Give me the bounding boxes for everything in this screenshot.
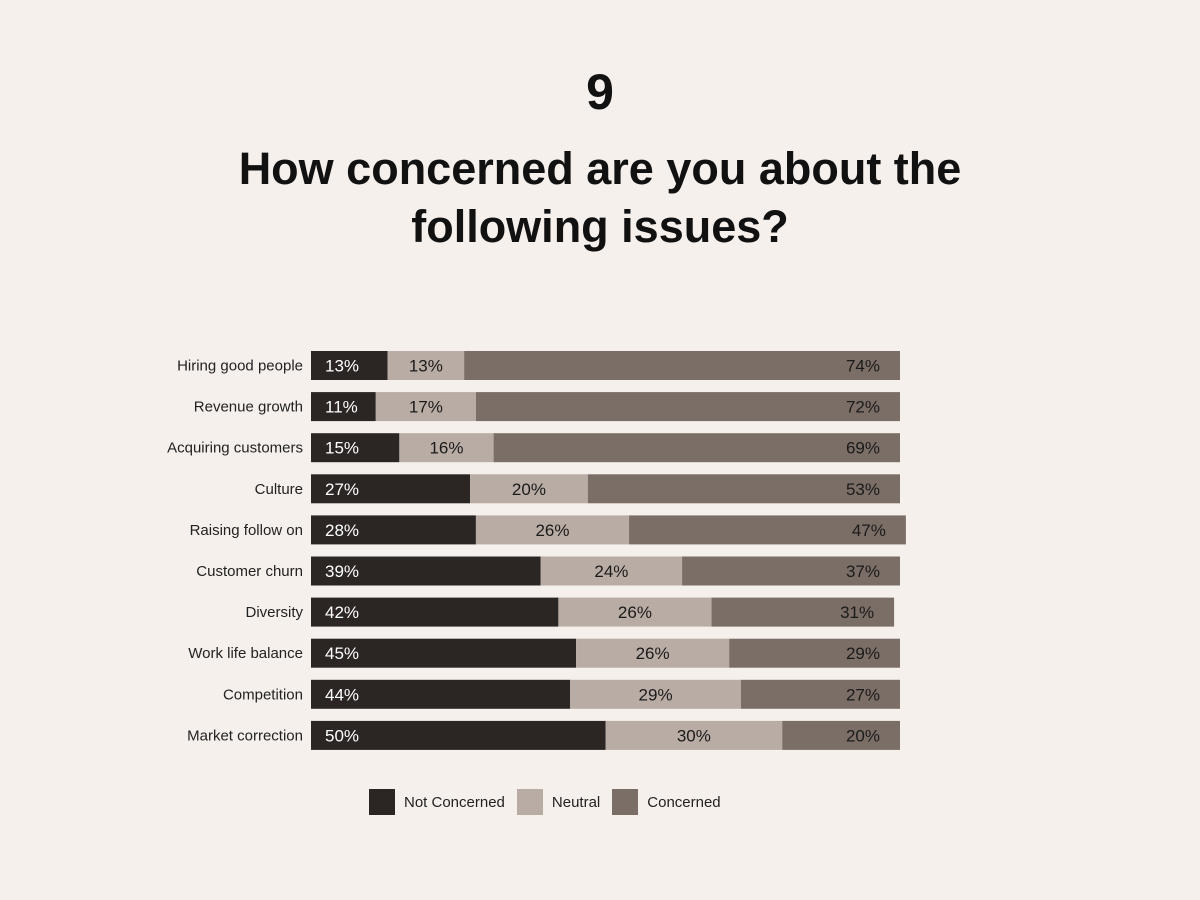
bar-segment-neutral	[399, 433, 494, 463]
data-label-concerned: 27%	[846, 685, 880, 704]
legend-swatch-concerned	[612, 789, 639, 815]
data-label-not-concerned: 39%	[325, 562, 359, 581]
legend-swatch-neutral	[516, 789, 543, 815]
data-label-neutral: 29%	[639, 685, 673, 704]
bar-segment-concerned	[682, 556, 900, 586]
chart-title-line-2: following issues?	[411, 201, 789, 252]
bar-segment-concerned	[629, 515, 906, 545]
data-label-concerned: 74%	[846, 357, 880, 376]
legend-item-neutral: Neutral	[516, 789, 601, 815]
bar-segment-not-concerned	[311, 433, 400, 463]
category-label: Raising follow on	[190, 522, 303, 539]
category-label: Culture	[255, 481, 303, 498]
data-label-concerned: 72%	[846, 398, 880, 417]
data-label-neutral: 24%	[594, 562, 628, 581]
bar-segment-not-concerned	[311, 720, 606, 750]
bar-segment-not-concerned	[311, 597, 559, 627]
data-label-not-concerned: 11%	[325, 398, 358, 417]
bar-segment-neutral	[576, 638, 730, 668]
legend-label-not-concerned: Not Concerned	[404, 793, 505, 811]
data-label-not-concerned: 28%	[325, 521, 359, 540]
bar-segment-concerned	[587, 474, 900, 504]
bar-segment-neutral	[540, 556, 683, 586]
bar-segment-not-concerned	[311, 556, 541, 586]
category-label: Diversity	[245, 604, 303, 621]
bar-segment-neutral	[387, 351, 465, 380]
data-label-not-concerned: 42%	[325, 603, 359, 622]
data-label-not-concerned: 13%	[325, 357, 359, 376]
bar-segment-neutral	[605, 720, 783, 750]
bar-segment-not-concerned	[311, 351, 388, 380]
category-label: Revenue growth	[194, 399, 303, 416]
bar-segment-not-concerned	[311, 515, 476, 545]
bar-segment-concerned	[464, 351, 900, 380]
data-label-neutral: 20%	[512, 480, 546, 499]
data-label-concerned: 29%	[846, 644, 880, 663]
bar-segment-concerned	[711, 597, 895, 627]
bar-segment-neutral	[558, 597, 712, 627]
bar-segment-concerned	[475, 392, 900, 422]
data-label-not-concerned: 45%	[325, 644, 359, 663]
data-label-neutral: 17%	[409, 398, 443, 417]
legend: Not Concerned Neutral Concerned	[369, 788, 721, 816]
data-label-neutral: 26%	[618, 603, 652, 622]
bar-segment-not-concerned	[311, 474, 471, 504]
legend-label-neutral: Neutral	[551, 793, 601, 811]
bar-segment-concerned	[493, 433, 900, 463]
data-label-concerned: 53%	[846, 480, 880, 499]
category-label: Acquiring customers	[167, 440, 303, 457]
bar-segment-not-concerned	[311, 392, 376, 422]
data-label-not-concerned: 50%	[325, 726, 359, 745]
legend-item-concerned: Concerned	[612, 789, 721, 815]
bar-segment-not-concerned	[311, 679, 571, 709]
question-number: 9	[586, 64, 614, 120]
data-label-neutral: 26%	[636, 644, 670, 663]
data-label-not-concerned: 27%	[325, 480, 359, 499]
chart-title-line-1: How concerned are you about the	[238, 143, 962, 194]
chart-title: How concerned are you about the followin…	[0, 140, 1200, 256]
bar-segment-neutral	[470, 474, 588, 504]
data-label-neutral: 26%	[535, 521, 569, 540]
data-label-neutral: 16%	[429, 439, 463, 458]
bar-segment-neutral	[570, 679, 741, 709]
category-label: Hiring good people	[177, 358, 303, 375]
legend-item-not-concerned: Not Concerned	[369, 789, 505, 815]
bar-segment-concerned	[740, 679, 900, 709]
legend-label-concerned: Concerned	[647, 793, 721, 811]
bar-segment-neutral	[375, 392, 476, 422]
data-label-neutral: 13%	[409, 357, 443, 376]
data-label-concerned: 69%	[846, 439, 880, 458]
data-label-concerned: 20%	[846, 726, 880, 745]
data-label-concerned: 37%	[846, 562, 880, 581]
data-label-not-concerned: 44%	[325, 685, 359, 704]
data-label-neutral: 30%	[677, 726, 711, 745]
data-label-not-concerned: 15%	[325, 439, 359, 458]
bar-segment-concerned	[729, 638, 900, 668]
bar-segment-not-concerned	[311, 638, 577, 668]
category-label: Work life balance	[188, 645, 303, 662]
data-label-concerned: 31%	[840, 603, 874, 622]
bar-segment-neutral	[475, 515, 630, 545]
legend-swatch-not-concerned	[369, 789, 395, 815]
category-label: Market correction	[187, 727, 303, 744]
category-label: Customer churn	[196, 563, 303, 580]
data-label-concerned: 47%	[852, 521, 886, 540]
bar-segment-concerned	[782, 720, 900, 750]
category-label: Competition	[223, 686, 303, 703]
